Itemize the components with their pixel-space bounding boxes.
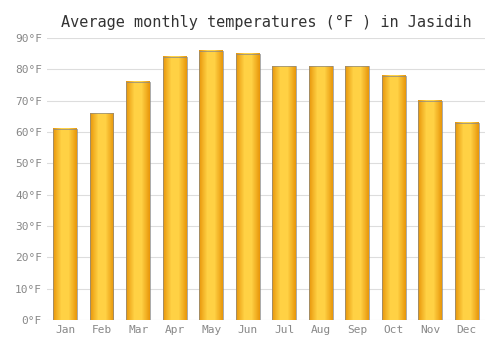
Bar [455,123,478,320]
Bar [163,57,186,320]
Bar [126,82,150,320]
Bar [90,113,114,320]
Bar [382,76,406,320]
Bar [418,101,442,320]
Title: Average monthly temperatures (°F ) in Jasidih: Average monthly temperatures (°F ) in Ja… [60,15,471,30]
Bar [236,54,260,320]
Bar [309,66,332,320]
Bar [272,66,296,320]
Bar [54,129,77,320]
Bar [200,51,223,320]
Bar [346,66,369,320]
